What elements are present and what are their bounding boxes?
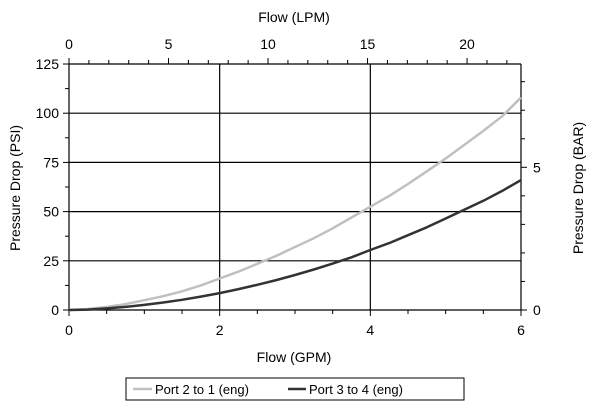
y-left-tick-label: 75 xyxy=(43,154,59,170)
y-axis-title-left: Pressure Drop (PSI) xyxy=(7,125,23,251)
x-axis-title-top: Flow (LPM) xyxy=(258,9,330,25)
y-left-tick-label: 0 xyxy=(51,302,59,318)
legend-label-port-3-to-4: Port 3 to 4 (eng) xyxy=(309,382,403,397)
x-axis-title-bottom: Flow (GPM) xyxy=(257,349,332,365)
legend: Port 2 to 1 (eng) Port 3 to 4 (eng) xyxy=(125,377,465,401)
tick-marks xyxy=(63,58,527,316)
y-axis-title-right: Pressure Drop (BAR) xyxy=(570,122,586,254)
series-line-2 xyxy=(68,179,522,312)
series-line-1 xyxy=(68,96,522,312)
x-top-tick-label: 15 xyxy=(360,36,376,52)
y-right-tick-label: 5 xyxy=(533,159,541,175)
y-left-tick-label: 100 xyxy=(36,105,60,121)
x-top-tick-label: 20 xyxy=(459,36,475,52)
x-bottom-tick-label: 6 xyxy=(517,322,525,338)
x-bottom-tick-label: 4 xyxy=(366,322,374,338)
x-bottom-tick-label: 2 xyxy=(216,322,224,338)
x-top-tick-label: 0 xyxy=(65,36,73,52)
x-bottom-tick-label: 0 xyxy=(65,322,73,338)
y-left-tick-label: 125 xyxy=(36,56,60,72)
y-right-tick-label: 0 xyxy=(533,302,541,318)
x-top-tick-label: 10 xyxy=(260,36,276,52)
axes xyxy=(68,63,522,311)
series-lines xyxy=(68,96,522,312)
y-left-tick-label: 50 xyxy=(43,204,59,220)
grid-lines xyxy=(69,64,521,310)
x-top-tick-label: 5 xyxy=(165,36,173,52)
y-left-tick-label: 25 xyxy=(43,253,59,269)
legend-label-port-2-to-1: Port 2 to 1 (eng) xyxy=(155,382,249,397)
